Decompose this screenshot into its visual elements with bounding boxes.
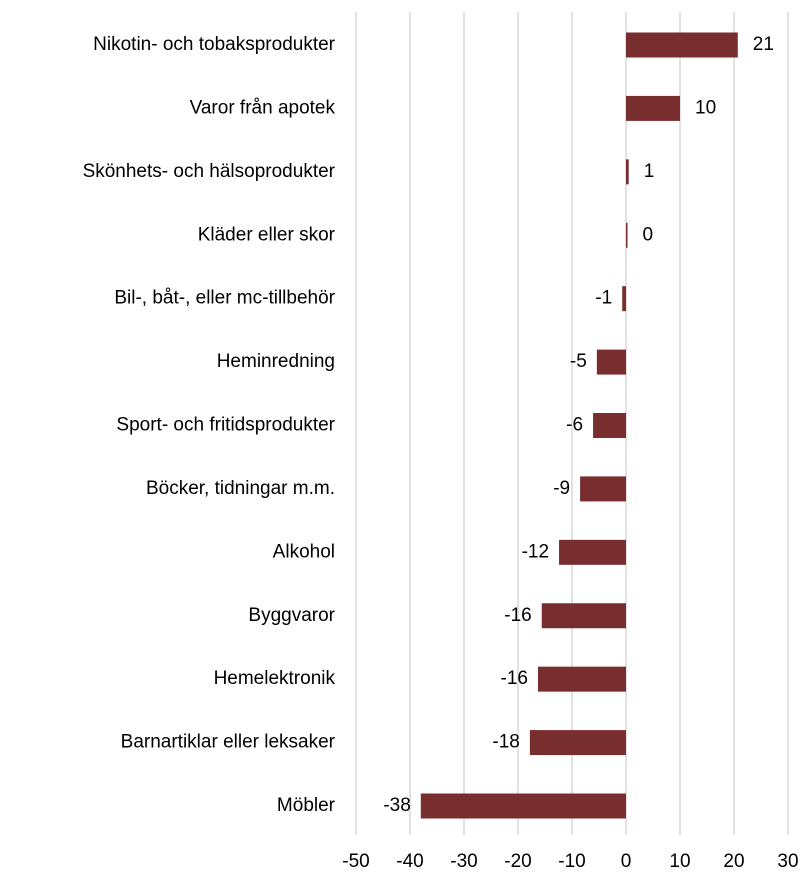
bar (529, 730, 626, 756)
bar (559, 539, 626, 565)
data-label: -38 (383, 795, 410, 816)
category-label: Varor från apotek (190, 97, 336, 118)
x-tick-label: -30 (450, 851, 477, 872)
bar (626, 95, 680, 121)
data-label: -1 (595, 288, 612, 309)
x-tick-label: -50 (342, 851, 369, 872)
data-label: 1 (644, 161, 655, 182)
x-tick-label: 20 (723, 851, 744, 872)
x-tick-label: 30 (777, 851, 798, 872)
x-tick-label: -40 (396, 851, 423, 872)
category-label: Möbler (277, 795, 336, 816)
data-label: -16 (501, 668, 528, 689)
bar (596, 349, 626, 375)
category-label: Barnartiklar eller leksaker (121, 732, 336, 753)
category-label: Nikotin- och tobaksprodukter (93, 34, 336, 55)
bar (626, 222, 628, 248)
category-label: Alkohol (273, 541, 335, 562)
data-label: -16 (504, 605, 531, 626)
data-label: -6 (566, 415, 583, 436)
data-label: -5 (570, 351, 587, 372)
category-label: Bil-, båt-, eller mc-tillbehör (114, 288, 335, 309)
bar (420, 793, 626, 819)
data-label: -18 (492, 732, 519, 753)
data-label: 21 (753, 34, 774, 55)
category-label: Skönhets- och hälsoprodukter (83, 161, 336, 182)
category-label: Kläder eller skor (198, 224, 336, 245)
x-tick-label: -10 (558, 851, 585, 872)
data-label: 10 (695, 97, 716, 118)
bar (622, 286, 626, 312)
bar (593, 413, 626, 438)
category-label: Hemelektronik (214, 668, 336, 689)
bar (541, 603, 626, 629)
x-tick-label: -20 (504, 851, 531, 872)
data-label: -12 (522, 541, 549, 562)
x-tick-label: 10 (669, 851, 690, 872)
x-tick-label: 0 (621, 851, 632, 872)
bar (537, 666, 626, 692)
category-label: Byggvaror (248, 605, 335, 626)
data-label: -9 (553, 478, 570, 499)
data-label: 0 (643, 224, 654, 245)
category-label: Böcker, tidningar m.m. (146, 478, 335, 499)
bar (626, 32, 738, 58)
bar (626, 159, 629, 185)
bar (580, 476, 626, 502)
category-label: Heminredning (217, 351, 335, 372)
category-label: Sport- och fritidsprodukter (116, 415, 335, 436)
